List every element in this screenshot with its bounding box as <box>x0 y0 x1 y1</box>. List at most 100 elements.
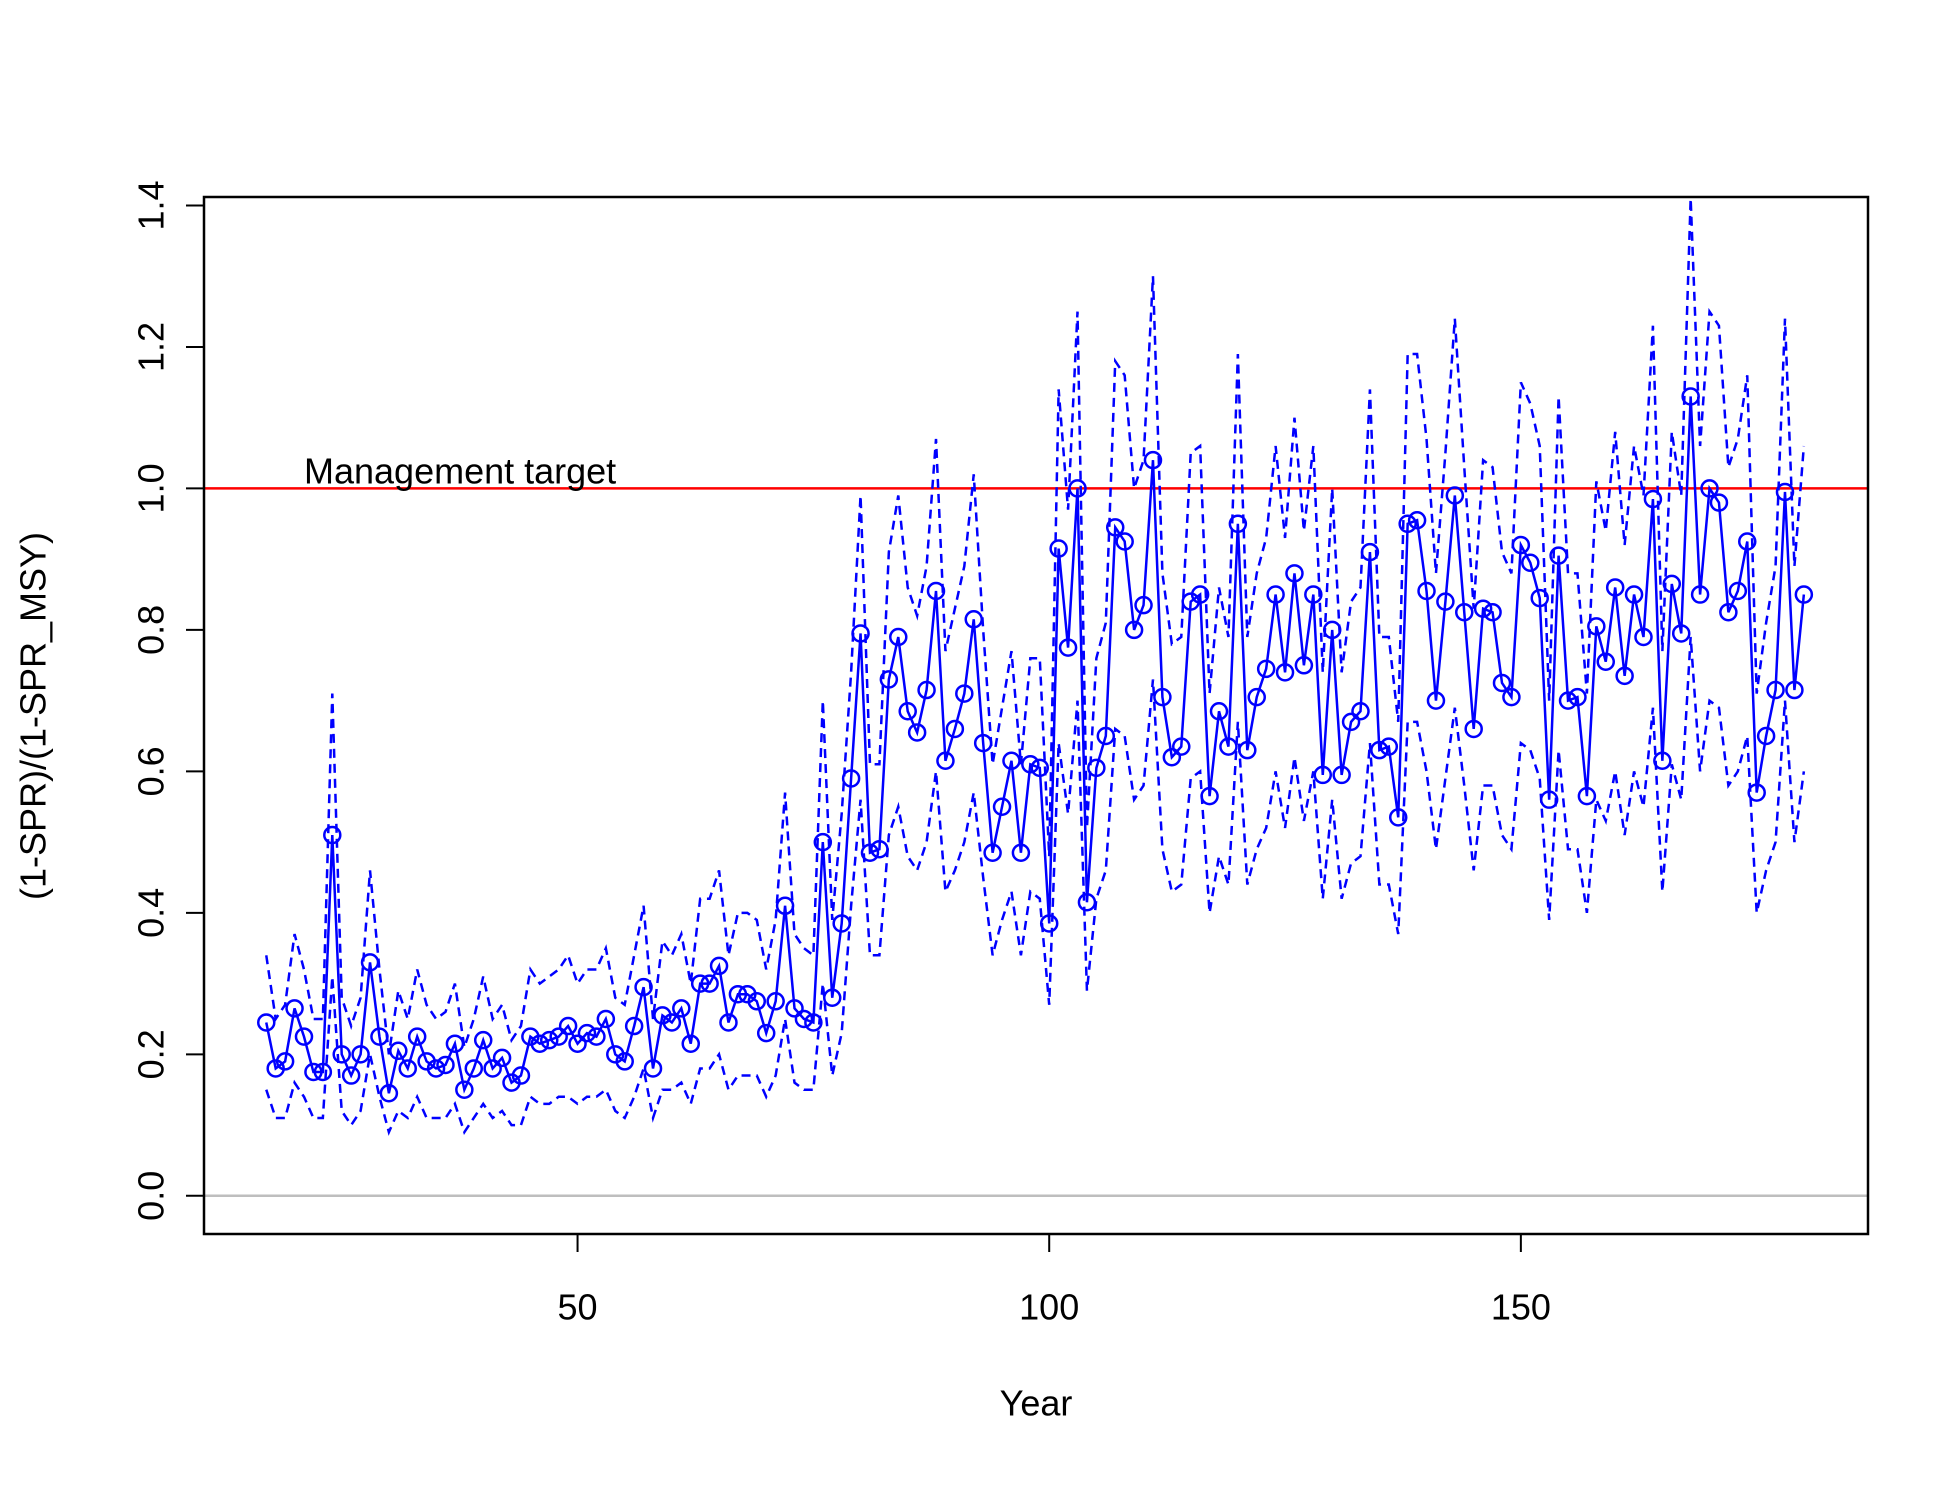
point <box>804 1013 823 1032</box>
point <box>596 1009 616 1029</box>
point <box>1747 783 1766 802</box>
point <box>1172 737 1191 756</box>
y-tick-label: 0.2 <box>131 1029 172 1079</box>
point <box>483 1059 502 1078</box>
point <box>1464 719 1483 739</box>
point <box>1134 595 1153 615</box>
point <box>1445 486 1465 505</box>
point <box>1417 581 1436 601</box>
point <box>1124 620 1144 640</box>
point <box>1058 638 1078 657</box>
point <box>945 719 965 739</box>
point <box>1021 755 1040 774</box>
point <box>756 1023 776 1043</box>
point <box>898 702 917 721</box>
point <box>332 1045 351 1064</box>
point <box>1624 585 1644 604</box>
point <box>747 992 767 1011</box>
point <box>1577 786 1597 806</box>
x-axis-label: Year <box>1000 1383 1073 1424</box>
point <box>313 1062 333 1082</box>
point <box>1756 726 1776 746</box>
point <box>1011 843 1031 862</box>
point <box>1162 747 1182 767</box>
interval-line <box>265 198 1806 1055</box>
point <box>1662 574 1682 594</box>
point <box>1728 581 1748 601</box>
point <box>1002 751 1021 771</box>
x-tick-label: 150 <box>1491 1287 1551 1328</box>
point <box>1473 599 1493 618</box>
point <box>1096 726 1116 746</box>
point <box>690 974 710 993</box>
point <box>1653 751 1672 771</box>
point <box>709 956 729 976</box>
point <box>907 723 927 742</box>
point <box>1275 663 1295 682</box>
point <box>1285 564 1304 583</box>
point <box>341 1066 361 1085</box>
point <box>492 1048 512 1068</box>
y-tick-label: 1.2 <box>131 322 172 372</box>
point <box>1436 592 1455 611</box>
point <box>1558 691 1578 710</box>
point <box>1247 687 1266 707</box>
point <box>983 843 1002 862</box>
point <box>389 1041 408 1061</box>
point <box>1634 627 1653 647</box>
point <box>558 1016 578 1036</box>
point <box>285 999 304 1018</box>
point <box>455 1080 474 1099</box>
point <box>540 1030 559 1050</box>
point <box>1709 493 1729 512</box>
point <box>275 1052 295 1071</box>
point <box>917 680 936 700</box>
point <box>1775 482 1795 502</box>
point <box>1483 602 1502 622</box>
point <box>1766 680 1785 700</box>
point <box>672 999 691 1018</box>
point <box>1615 666 1634 686</box>
point <box>1228 514 1248 534</box>
point <box>1143 450 1163 470</box>
y-tick-label: 1.4 <box>131 180 172 230</box>
y-tick-label: 0.0 <box>131 1171 172 1221</box>
point <box>1643 489 1663 509</box>
point <box>860 843 880 862</box>
point <box>1049 539 1068 558</box>
point <box>426 1059 446 1078</box>
point <box>1030 758 1050 778</box>
point <box>1521 553 1540 572</box>
point <box>1596 652 1616 671</box>
point <box>785 999 804 1018</box>
point <box>700 974 719 993</box>
point <box>1700 479 1719 498</box>
point <box>1341 712 1361 732</box>
point <box>775 896 795 916</box>
point <box>1115 532 1134 551</box>
point <box>841 769 861 788</box>
point <box>1587 617 1606 636</box>
point <box>1530 588 1549 608</box>
point <box>577 1023 597 1043</box>
point <box>766 992 785 1011</box>
point <box>1266 585 1285 604</box>
point <box>1426 691 1446 710</box>
point <box>1313 765 1333 785</box>
point <box>992 797 1012 817</box>
point <box>587 1027 606 1046</box>
point <box>1794 585 1814 604</box>
point <box>1219 737 1238 756</box>
point <box>568 1034 587 1053</box>
point <box>1690 585 1710 604</box>
point <box>1105 518 1125 537</box>
point <box>719 1013 738 1032</box>
point <box>1407 511 1427 530</box>
interval-line <box>265 636 1806 1136</box>
point <box>1304 585 1323 604</box>
point <box>294 1027 314 1046</box>
point <box>1681 387 1700 406</box>
plot-frame <box>202 195 1870 1236</box>
point <box>304 1062 323 1082</box>
point <box>379 1083 399 1103</box>
